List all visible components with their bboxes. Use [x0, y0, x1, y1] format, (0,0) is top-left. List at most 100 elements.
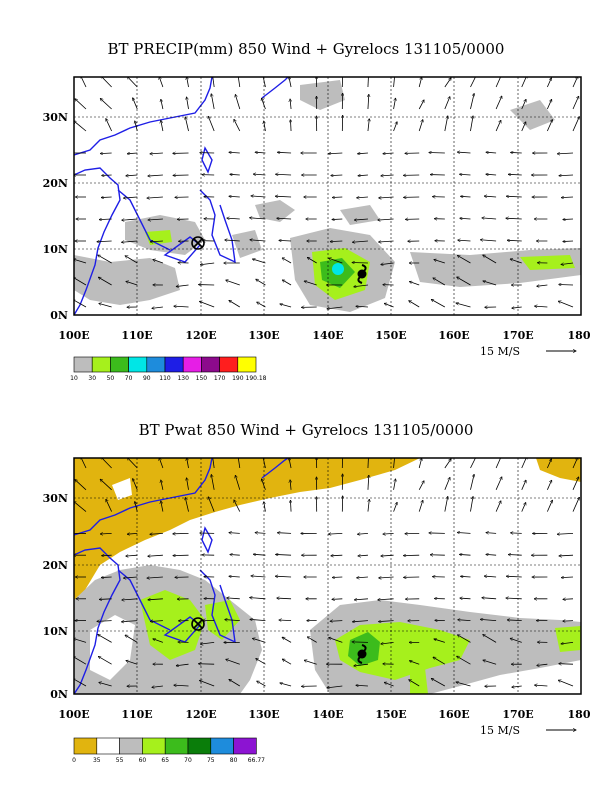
wind-vector-arrow — [352, 642, 368, 643]
wind-vector-arrow — [161, 120, 164, 132]
x-tick-label: 150E — [375, 708, 406, 721]
wind-vector-arrow — [121, 241, 138, 242]
wind-vector-arrow — [330, 241, 343, 242]
wind-vector-arrow — [153, 259, 164, 264]
wind-vector-arrow — [161, 480, 164, 490]
wind-vector-arrow — [227, 218, 240, 219]
wind-vector-arrow — [277, 218, 292, 219]
wind-vector-arrow — [252, 638, 266, 643]
bottom-gridlines — [74, 458, 581, 694]
wind-vector-arrow — [409, 661, 420, 665]
y-tick-label: 0N — [50, 309, 68, 322]
colorbar-label: 55 — [116, 757, 124, 764]
colorbar-label: 90 — [143, 375, 151, 382]
wind-vector-arrow — [431, 299, 446, 308]
wind-vector-arrow — [123, 197, 138, 198]
wind-vector-arrow — [508, 174, 522, 175]
wind-vector-arrow — [547, 500, 552, 512]
wind-vector-arrow — [161, 501, 164, 512]
wind-vector-arrow — [480, 240, 497, 241]
wind-vector-arrow — [230, 174, 240, 175]
colorbar-swatch — [146, 356, 166, 373]
y-tick-label: 20N — [43, 177, 68, 190]
wind-vector-arrow — [147, 577, 163, 578]
wind-vector-arrow — [521, 480, 526, 490]
y-tick-label: 10N — [43, 243, 68, 256]
colorbar-swatch — [110, 356, 129, 373]
wind-vector-arrow — [434, 639, 445, 643]
colorbar-label: 70 — [184, 757, 192, 764]
wind-vector-arrow — [357, 577, 368, 578]
wind-vector-arrow — [393, 77, 395, 88]
colorbar-label: 66.77 — [248, 757, 265, 764]
colorbar-swatch — [187, 737, 212, 755]
colorbar-swatch — [219, 356, 239, 373]
wind-vector-arrow — [563, 599, 574, 600]
wind-vector-arrow — [381, 642, 394, 644]
wind-vector-arrow — [75, 480, 87, 491]
wind-vector-arrow — [187, 77, 189, 88]
wind-vector-arrow — [148, 555, 163, 556]
x-tick-label: 160E — [438, 708, 469, 721]
wind-vector-arrow — [356, 685, 368, 686]
wind-vector-arrow — [252, 259, 266, 264]
wind-vector-arrow — [470, 116, 473, 132]
colorbar-swatch — [91, 356, 111, 373]
wind-vector-arrow — [150, 533, 163, 534]
wind-vector-arrow — [495, 477, 502, 490]
wind-vector-arrow — [456, 682, 471, 687]
wind-vector-arrow — [483, 660, 497, 665]
wind-vector-arrow — [225, 240, 240, 241]
wind-vector-arrow — [521, 122, 526, 132]
wind-vector-arrow — [418, 500, 423, 512]
wind-vector-arrow — [148, 175, 163, 176]
wind-vector-arrow — [225, 620, 240, 621]
tropical-cyclone-icon — [357, 264, 367, 284]
wind-vector-arrow — [174, 685, 189, 686]
wind-vector-arrow — [444, 78, 451, 88]
colorbar-label: 130 — [177, 375, 189, 382]
wind-vector-arrow — [506, 576, 522, 577]
wind-vector-arrow — [357, 153, 368, 154]
wind-vector-arrow — [187, 97, 189, 110]
wind-vector-arrow — [572, 477, 579, 490]
colorbar-swatch — [164, 356, 184, 373]
top-map-panel — [73, 76, 582, 316]
wind-vector-arrow — [257, 302, 266, 308]
wind-vector-arrow — [229, 679, 240, 687]
colorbar-label: 70 — [125, 375, 133, 382]
colorbar-label: 30 — [88, 375, 96, 382]
wind-vector-arrow — [328, 533, 343, 534]
wind-vector-arrow — [409, 301, 420, 308]
wind-vector-arrow — [159, 77, 164, 88]
wind-vector-arrow — [152, 307, 163, 308]
wind-vector-arrow — [230, 555, 240, 556]
colorbar-label: 60 — [139, 757, 147, 764]
wind-vector-arrow — [572, 497, 579, 512]
wind-vector-arrow — [289, 458, 292, 469]
wind-vector-arrow — [262, 458, 266, 469]
wind-vector-arrow — [381, 262, 394, 265]
wind-vector-arrow — [101, 577, 112, 578]
wind-vector-arrow — [212, 458, 215, 469]
wind-vector-arrow — [547, 480, 551, 490]
wind-vector-arrow — [367, 458, 369, 469]
x-tick-label: 150E — [375, 329, 406, 342]
wind-vector-arrow — [253, 554, 266, 555]
wind-vector-arrow — [282, 637, 292, 643]
colorbar-swatch — [201, 356, 220, 373]
wind-vector-arrow — [327, 685, 343, 688]
wind-vector-arrow — [383, 153, 394, 154]
y-tick-label: 30N — [43, 111, 68, 124]
wind-vector-arrow — [126, 661, 138, 665]
reference-vector-label: 15 M/S — [480, 724, 520, 737]
colorbar-label: 110 — [159, 375, 171, 382]
wind-vector-arrow — [559, 175, 574, 176]
colorbar-swatch — [96, 737, 120, 755]
x-tick-label: 180 — [568, 708, 591, 721]
wind-vector-arrow — [125, 256, 138, 264]
wind-vector-arrow — [381, 555, 394, 556]
wind-vector-arrow — [98, 255, 112, 264]
top-gyre-symbols — [191, 236, 367, 284]
wind-vector-arrow — [237, 77, 241, 88]
